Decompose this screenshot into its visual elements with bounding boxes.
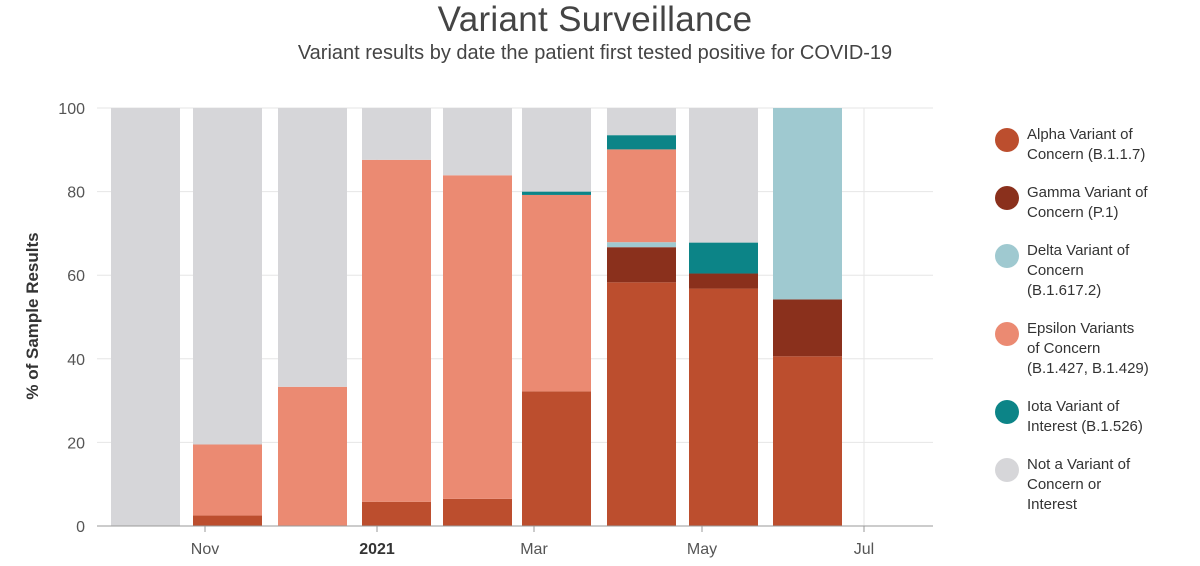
bar-stack xyxy=(773,108,842,526)
legend-swatch xyxy=(995,128,1019,152)
bar-segment xyxy=(607,108,676,136)
y-tick-label: 80 xyxy=(67,185,85,202)
x-tick-label: Mar xyxy=(520,541,548,558)
bar-segment xyxy=(443,108,512,176)
bar-segment xyxy=(362,108,431,160)
legend-item: Epsilon Variants of Concern (B.1.427, B.… xyxy=(995,319,1200,379)
bar-segment xyxy=(443,175,512,499)
y-tick-label: 0 xyxy=(76,519,85,536)
bar-segment xyxy=(443,498,512,526)
legend-swatch xyxy=(995,458,1019,482)
x-tick-label: 2021 xyxy=(359,541,395,558)
bar-segment xyxy=(193,515,262,526)
bar-stack xyxy=(522,108,591,526)
bar-segment xyxy=(773,299,842,357)
axes: 0 20 40 60 80 100 Nov 2021 Mar May Jul xyxy=(58,101,933,558)
bar-segment xyxy=(607,242,676,248)
legend-label: Delta Variant of Concern (B.1.617.2) xyxy=(1027,242,1130,299)
legend-label: Iota Variant of Interest (B.1.526) xyxy=(1027,398,1143,435)
bar-stack xyxy=(689,108,758,526)
x-tick-label: Jul xyxy=(854,541,874,558)
legend-swatch xyxy=(995,400,1019,424)
bar-segment xyxy=(607,282,676,526)
bar-segment xyxy=(193,108,262,445)
bar-stack xyxy=(193,108,262,526)
bar-segment xyxy=(522,108,591,192)
legend-label: Gamma Variant of Concern (P.1) xyxy=(1027,184,1148,221)
bar-stack xyxy=(443,108,512,526)
legend-item: Delta Variant of Concern (B.1.617.2) xyxy=(995,241,1200,301)
bar-segment xyxy=(362,501,431,526)
bar-segment xyxy=(362,159,431,502)
bar-segment xyxy=(522,391,591,526)
legend-item: Alpha Variant of Concern (B.1.1.7) xyxy=(995,125,1200,165)
bar-stack xyxy=(278,108,347,526)
x-tick-label: May xyxy=(687,541,717,558)
y-tick-label: 60 xyxy=(67,268,85,285)
bar-segment xyxy=(689,108,758,243)
bar-segment xyxy=(111,108,180,526)
legend-swatch xyxy=(995,244,1019,268)
bar-segment xyxy=(689,288,758,526)
bar-segment xyxy=(689,273,758,289)
chart-subtitle: Variant results by date the patient firs… xyxy=(297,42,893,64)
bar-segment xyxy=(278,108,347,387)
legend-item: Iota Variant of Interest (B.1.526) xyxy=(995,397,1200,437)
bar-segment xyxy=(607,247,676,283)
legend-swatch xyxy=(995,186,1019,210)
y-tick-label: 100 xyxy=(58,101,85,118)
bar-segment xyxy=(773,356,842,526)
y-tick-label: 20 xyxy=(67,435,85,452)
bar-segment xyxy=(607,135,676,150)
legend-item: Gamma Variant of Concern (P.1) xyxy=(995,183,1200,223)
y-axis-label: % of Sample Results xyxy=(23,232,42,399)
legend-label: Alpha Variant of Concern (B.1.1.7) xyxy=(1027,126,1146,163)
bar-stack xyxy=(362,108,431,526)
legend: Alpha Variant of Concern (B.1.1.7) Gamma … xyxy=(995,125,1200,533)
bar-stack xyxy=(607,108,676,526)
bar-segment xyxy=(689,242,758,274)
legend-label: Not a Variant of Concern or Interest xyxy=(1027,456,1131,513)
legend-label: Epsilon Variants of Concern (B.1.427, B.… xyxy=(1027,320,1149,377)
bar-segment xyxy=(278,386,347,526)
x-tick-label: Nov xyxy=(191,541,219,558)
bar-segment xyxy=(522,194,591,392)
legend-item: Not a Variant of Concern or Interest xyxy=(995,455,1200,515)
stacked-bar-chart: 0 20 40 60 80 100 Nov 2021 Mar May Jul % of Sample… xyxy=(23,101,933,558)
bar-segment xyxy=(607,149,676,243)
bar-segment xyxy=(522,191,591,195)
y-tick-label: 40 xyxy=(67,352,85,369)
chart-title: Variant Surveillance xyxy=(437,0,753,39)
bar-stacks xyxy=(111,108,842,526)
bar-segment xyxy=(193,444,262,516)
legend-swatch xyxy=(995,322,1019,346)
bar-stack xyxy=(111,108,180,526)
bar-segment xyxy=(773,108,842,300)
